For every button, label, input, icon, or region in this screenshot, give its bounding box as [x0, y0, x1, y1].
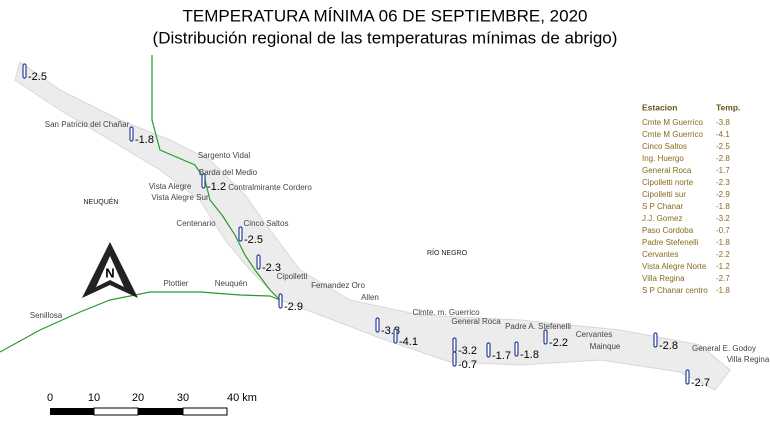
title: TEMPERATURA MÍNIMA 06 DE SEPTIEMBRE, 202…	[183, 6, 588, 25]
thermometer	[452, 337, 457, 353]
place-label: Plottier	[164, 279, 189, 288]
valley	[14, 61, 731, 391]
table-cell: Paso Cordoba	[642, 226, 694, 235]
table-cell: -1.7	[716, 166, 730, 175]
table-cell: Padre Stefenelli	[642, 238, 699, 247]
thermometer	[375, 317, 380, 333]
table-cell: Cipolletti sur	[642, 190, 686, 199]
place-label: Sargento Vidal	[198, 151, 251, 160]
table-cell: -2.3	[716, 178, 730, 187]
table-cell: -2.8	[716, 154, 730, 163]
reading: -1.8	[135, 134, 154, 146]
svg-text:N: N	[105, 265, 114, 280]
thermometer	[278, 293, 283, 309]
thermometer	[452, 351, 457, 367]
place-label: Centenario	[176, 219, 216, 228]
place-label: General E. Godoy	[692, 344, 756, 353]
reading: -2.3	[262, 262, 281, 274]
place-label: Vista Alegre Sur	[151, 193, 209, 202]
thermometer	[238, 226, 243, 242]
reading: -2.2	[549, 337, 568, 349]
border	[0, 55, 281, 353]
reading: -2.5	[28, 71, 47, 83]
table-cell: S P Chanar centro	[642, 286, 708, 295]
subtitle: (Distribución regional de las temperatur…	[153, 28, 618, 47]
place-label: Villa Regina	[727, 355, 770, 364]
reading: -1.7	[492, 350, 511, 362]
thermometer	[129, 126, 134, 142]
place-label: Fernandez Oro	[311, 281, 365, 290]
place-label: Contralmirante Cordero	[228, 183, 312, 192]
table-cell: -3.8	[716, 118, 730, 127]
table-cell: Vista Alegre Norte	[642, 262, 707, 271]
table-cell: J.J. Gomez	[642, 214, 682, 223]
place-label: Neuquén	[215, 279, 247, 288]
thermometer	[543, 329, 548, 345]
reading: -3.2	[458, 345, 477, 357]
place-label: Cervantes	[576, 330, 612, 339]
scale-label: 0	[47, 392, 53, 404]
scale-bar	[50, 407, 228, 416]
place-label: San Patricio del Chañar	[45, 120, 130, 129]
place-label: Clmte. m. Guerrico	[412, 308, 480, 317]
thermometer	[256, 254, 261, 270]
thermometer	[201, 173, 206, 189]
place-label: Allen	[361, 293, 379, 302]
scale-label: 10	[88, 392, 100, 404]
scale-label: 40 km	[227, 392, 257, 404]
table-cell: -0.7	[716, 226, 730, 235]
place-label: Vista Alegre	[149, 182, 192, 191]
thermometer	[393, 328, 398, 344]
thermometer	[486, 342, 491, 358]
table-cell: -2.9	[716, 190, 730, 199]
table-header: Estacion	[642, 102, 677, 112]
table-cell: Cinco Saltos	[642, 142, 687, 151]
table-cell: Cipolletti norte	[642, 178, 694, 187]
reading: -2.9	[284, 301, 303, 313]
table-cell: -1.8	[716, 202, 730, 211]
reading: -0.7	[458, 359, 477, 371]
reading: -2.5	[244, 234, 263, 246]
region-label: NEUQUÉN	[83, 197, 118, 206]
table-header: Temp.	[716, 102, 740, 112]
table-cell: -1.8	[716, 286, 730, 295]
table-cell: Cmte M Guerrico	[642, 130, 703, 139]
reading: -1.2	[207, 181, 226, 193]
place-label: Cipolletti	[277, 272, 308, 281]
reading: -2.8	[659, 340, 678, 352]
scale-label: 20	[132, 392, 144, 404]
reading: -2.7	[691, 377, 710, 389]
table-cell: Cmte M Guerrico	[642, 118, 703, 127]
table-cell: -1.2	[716, 262, 730, 271]
place-label: Cinco Saltos	[244, 219, 289, 228]
table-cell: -3.2	[716, 214, 730, 223]
table-cell: Villa Regina	[642, 274, 685, 283]
north-arrow: N	[82, 242, 138, 298]
place-label: Barda del Medio	[199, 168, 258, 177]
table-cell: -2.5	[716, 142, 730, 151]
table-cell: -2.7	[716, 274, 730, 283]
table-cell: Ing. Huergo	[642, 154, 684, 163]
table-cell: -1.8	[716, 238, 730, 247]
scale-label: 30	[177, 392, 189, 404]
place-label: Mainque	[590, 342, 621, 351]
thermometer	[514, 341, 519, 357]
reading: -4.1	[399, 336, 418, 348]
place-label: Padre A. Stefenelli	[505, 322, 571, 331]
reading: -1.8	[520, 349, 539, 361]
table-cell: -2.2	[716, 250, 730, 259]
table-cell: General Roca	[642, 166, 692, 175]
table-cell: Cervantes	[642, 250, 678, 259]
place-label: Senillosa	[30, 311, 63, 320]
thermometer	[685, 369, 690, 385]
region-label: RÍO NEGRO	[427, 248, 468, 257]
thermometer	[22, 63, 27, 79]
table-cell: -4.1	[716, 130, 730, 139]
table-cell: S P Chanar	[642, 202, 684, 211]
place-label: General Roca	[451, 317, 501, 326]
thermometer	[653, 332, 658, 348]
